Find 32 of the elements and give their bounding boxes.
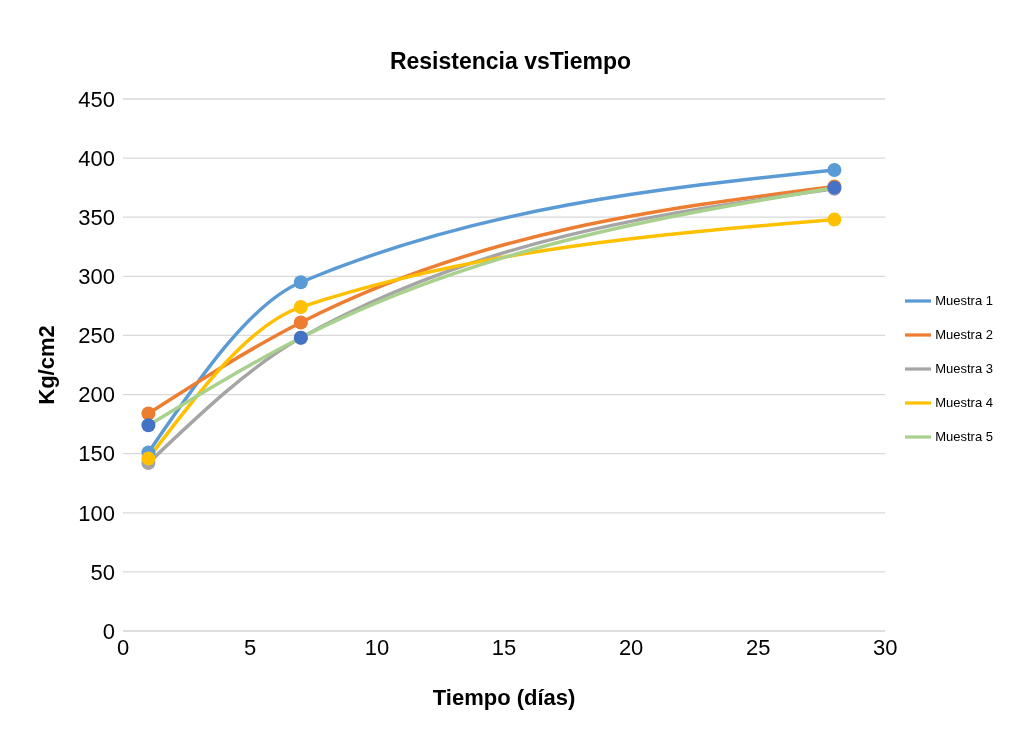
legend-label: Muestra 1 (935, 292, 993, 308)
point (141, 418, 156, 433)
y-tick-label: 350 (78, 205, 115, 231)
y-tick-label: 200 (78, 382, 115, 408)
x-tick-label: 10 (364, 634, 390, 660)
x-tick-label: 30 (872, 634, 898, 660)
x-tick-label: 15 (491, 634, 517, 660)
legend-label: Muestra 2 (935, 326, 993, 342)
point (141, 451, 156, 466)
x-tick-label: 25 (745, 634, 771, 660)
point (293, 315, 308, 330)
x-tick-label: 5 (243, 634, 257, 660)
y-tick-label: 100 (78, 500, 115, 526)
point (827, 212, 842, 227)
y-tick-label: 250 (78, 323, 115, 349)
y-tick-label: 400 (78, 145, 115, 171)
y-tick-label: 0 (102, 618, 115, 644)
y-tick-label: 150 (78, 441, 115, 467)
point (141, 406, 156, 421)
x-axis-title: Tiempo (días) (432, 685, 576, 710)
point (293, 300, 308, 315)
legend-label: Muestra 4 (935, 394, 993, 410)
y-tick-label: 450 (78, 86, 115, 112)
chart-title: Resistencia vsTiempo (388, 48, 633, 75)
legend-label: Muestra 5 (935, 428, 993, 444)
point (293, 275, 308, 290)
point (827, 162, 842, 177)
legend-label: Muestra 3 (935, 360, 993, 376)
y-tick-label: 50 (90, 559, 115, 585)
x-tick-label: 20 (618, 634, 644, 660)
y-tick-label: 300 (78, 264, 115, 290)
y-axis-title: Kg/cm2 (33, 325, 59, 405)
